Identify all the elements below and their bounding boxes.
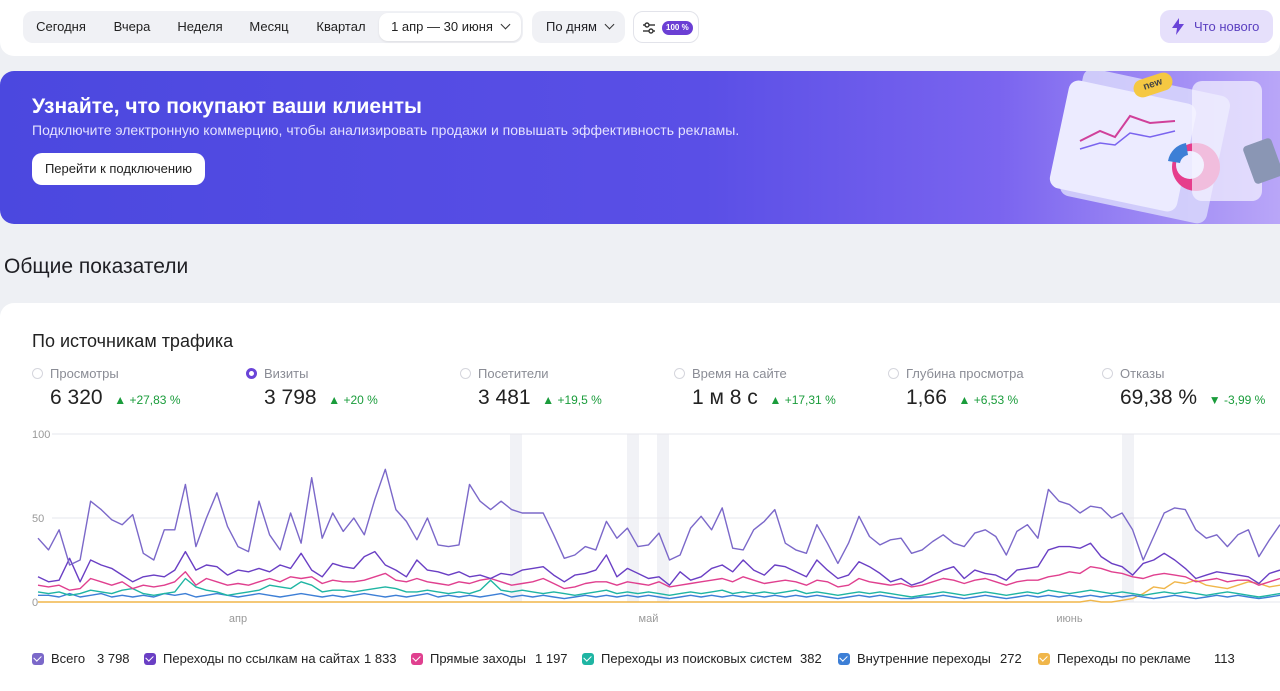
metric-value: 3 481 bbox=[478, 386, 531, 409]
banner-illustration bbox=[1049, 71, 1280, 224]
grouping-label: По дням bbox=[546, 19, 597, 34]
checkbox-icon[interactable] bbox=[32, 653, 44, 665]
chart-series bbox=[37, 468, 1280, 603]
ecommerce-promo-banner: Узнайте, что покупают ваши клиенты Подкл… bbox=[0, 71, 1280, 224]
metric-value-row: 3 798 ▲ +20 % bbox=[264, 386, 378, 410]
metric-label: Отказы bbox=[1120, 366, 1165, 381]
legend-name: Переходы из поисковых систем bbox=[601, 651, 793, 666]
legend-value: 3 798 bbox=[97, 651, 130, 666]
connect-ecommerce-button[interactable]: Перейти к подключению bbox=[32, 153, 205, 185]
period-week[interactable]: Неделя bbox=[177, 19, 223, 34]
metric-value-row: 3 481 ▲ +19,5 % bbox=[478, 386, 602, 410]
legend-value: 272 bbox=[1000, 651, 1022, 666]
banner-subtitle: Подключите электронную коммерцию, чтобы … bbox=[32, 122, 740, 138]
metric-radio[interactable] bbox=[1102, 368, 1113, 379]
grouping-select[interactable]: По дням bbox=[532, 11, 625, 43]
checkbox-icon[interactable] bbox=[582, 653, 594, 665]
legend-name: Всего bbox=[51, 651, 86, 666]
x-tick-label: апр bbox=[229, 613, 247, 625]
metric-radio[interactable] bbox=[32, 368, 43, 379]
metric-value: 1,66 bbox=[906, 386, 947, 409]
metric-value-row: 6 320 ▲ +27,83 % bbox=[50, 386, 181, 410]
checkbox-icon[interactable] bbox=[144, 653, 156, 665]
metric-delta: ▲ +6,53 % bbox=[958, 393, 1019, 407]
whats-new-label: Что нового bbox=[1194, 19, 1260, 34]
metric-radio[interactable] bbox=[246, 368, 257, 379]
series-line[interactable] bbox=[37, 468, 1280, 566]
legend-value: 1 197 bbox=[535, 651, 568, 666]
series-line[interactable] bbox=[38, 592, 1280, 600]
period-month[interactable]: Месяц bbox=[249, 19, 289, 34]
legend-name: Прямые заходы bbox=[430, 651, 527, 666]
series-line[interactable] bbox=[37, 565, 1280, 591]
metric-delta: ▲ +19,5 % bbox=[542, 393, 602, 407]
period-switcher: Сегодня Вчера Неделя Месяц Квартал 1 апр… bbox=[23, 11, 523, 43]
x-axis-labels: апр май июнь bbox=[229, 613, 1083, 625]
metric-radio[interactable] bbox=[674, 368, 685, 379]
metric-radio[interactable] bbox=[460, 368, 471, 379]
legend-name: Внутренние переходы bbox=[857, 651, 991, 666]
period-yesterday[interactable]: Вчера bbox=[113, 19, 151, 34]
traffic-line-chart[interactable]: 100 50 0 апр май июнь bbox=[0, 428, 1280, 628]
toolbar: Сегодня Вчера Неделя Месяц Квартал 1 апр… bbox=[0, 0, 1280, 56]
chevron-down-icon bbox=[500, 19, 511, 30]
metric-value-row: 69,38 % ▼ -3,99 % bbox=[1120, 386, 1265, 410]
date-range-picker[interactable]: 1 апр — 30 июня bbox=[379, 13, 521, 41]
whats-new-button[interactable]: Что нового bbox=[1160, 10, 1273, 43]
lightning-icon bbox=[1172, 18, 1184, 35]
metric-value: 1 м 8 с bbox=[692, 386, 758, 409]
sampling-settings-button[interactable]: 100 % bbox=[633, 11, 699, 43]
checkbox-icon[interactable] bbox=[838, 653, 850, 665]
checkbox-icon[interactable] bbox=[1038, 653, 1050, 665]
metric-value-row: 1,66 ▲ +6,53 % bbox=[906, 386, 1018, 410]
metric-delta: ▼ -3,99 % bbox=[1208, 393, 1266, 407]
chevron-down-icon bbox=[604, 19, 615, 30]
series-line[interactable] bbox=[37, 542, 1280, 586]
metric-delta: ▲ +17,31 % bbox=[769, 393, 836, 407]
period-today[interactable]: Сегодня bbox=[36, 19, 86, 34]
checkbox-icon[interactable] bbox=[411, 653, 423, 665]
sampling-badge: 100 % bbox=[662, 21, 693, 35]
metric-label: Глубина просмотра bbox=[906, 366, 1024, 381]
legend-value: 113 bbox=[1214, 651, 1235, 666]
metric-delta: ▲ +27,83 % bbox=[114, 393, 181, 407]
sliders-icon bbox=[643, 22, 655, 34]
metric-radio[interactable] bbox=[888, 368, 899, 379]
metric-delta: ▲ +20 % bbox=[328, 393, 378, 407]
legend-name: Переходы по рекламе bbox=[1057, 651, 1191, 666]
metric-value: 3 798 bbox=[264, 386, 317, 409]
date-range-label: 1 апр — 30 июня bbox=[391, 19, 493, 34]
y-tick-label: 0 bbox=[32, 597, 38, 609]
metric-label: Визиты bbox=[264, 366, 309, 381]
traffic-sources-card: По источникам трафика Просмотры 6 320 ▲ … bbox=[0, 303, 1280, 691]
y-tick-label: 100 bbox=[32, 429, 50, 441]
metric-label: Просмотры bbox=[50, 366, 119, 381]
legend-name: Переходы по ссылкам на сайтах bbox=[163, 651, 360, 666]
series-line[interactable] bbox=[37, 577, 1280, 598]
x-tick-label: май bbox=[639, 613, 659, 625]
x-tick-label: июнь bbox=[1056, 613, 1082, 625]
legend-value: 382 bbox=[800, 651, 822, 666]
banner-title: Узнайте, что покупают ваши клиенты bbox=[32, 95, 422, 118]
metric-value: 6 320 bbox=[50, 386, 103, 409]
section-title: Общие показатели bbox=[4, 255, 189, 278]
metric-label: Посетители bbox=[478, 366, 549, 381]
metric-value: 69,38 % bbox=[1120, 386, 1198, 409]
legend-value: 1 833 bbox=[364, 651, 397, 666]
metric-value-row: 1 м 8 с ▲ +17,31 % bbox=[692, 386, 836, 410]
card-title: По источникам трафика bbox=[32, 331, 234, 351]
period-quarter[interactable]: Квартал bbox=[316, 19, 366, 34]
metric-label: Время на сайте bbox=[692, 366, 787, 381]
y-tick-label: 50 bbox=[32, 513, 44, 525]
series-line[interactable] bbox=[38, 579, 1280, 603]
